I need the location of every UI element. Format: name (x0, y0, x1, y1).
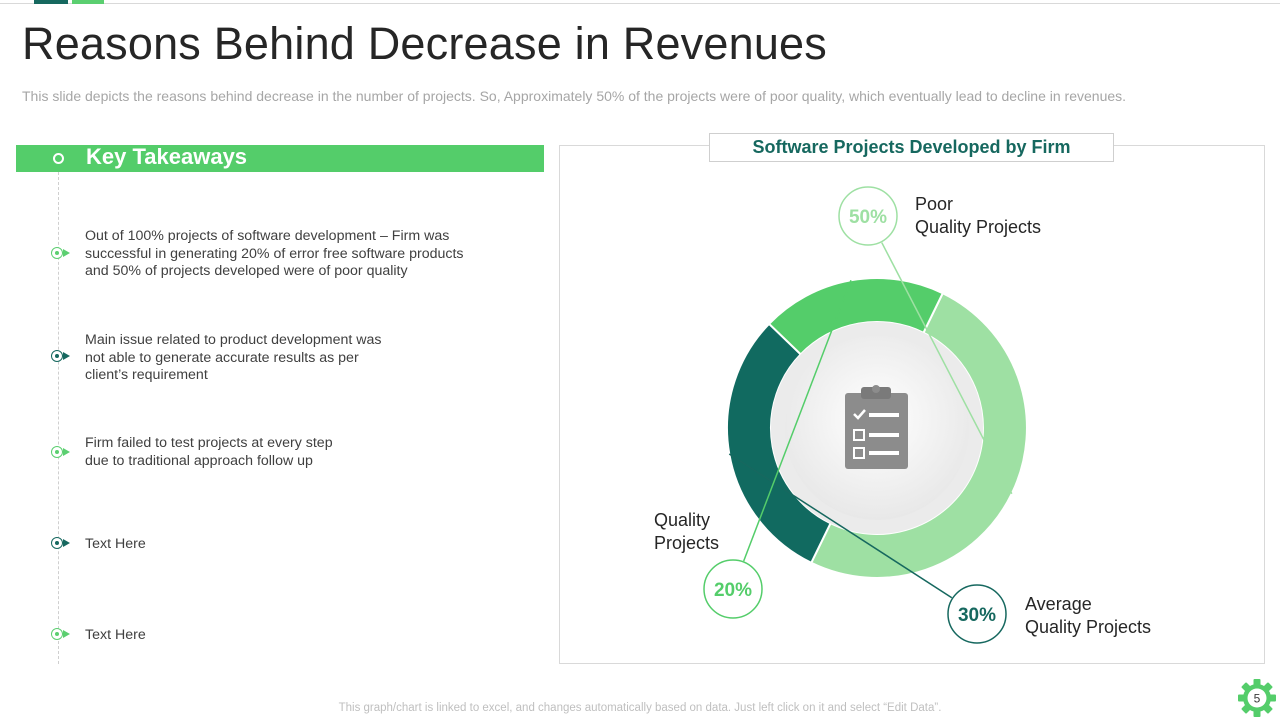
donut-slice (767, 277, 945, 356)
slice-category-label: Quality (654, 510, 710, 530)
takeaway-line: successful in generating 20% of error fr… (85, 245, 464, 262)
page-subtitle: This slide depicts the reasons behind de… (22, 88, 1127, 104)
bullet-arrow-icon (51, 536, 73, 550)
takeaway-item: Firm failed to test projects at every st… (85, 435, 333, 470)
chart-title: Software Projects Developed by Firm (709, 133, 1114, 162)
slice-category-label: Quality Projects (915, 217, 1041, 237)
callout-connector (881, 242, 1013, 495)
bullet-arrow-icon (51, 627, 73, 641)
takeaway-line: Out of 100% projects of software develop… (85, 228, 450, 244)
slice-value-label: 20% (714, 580, 752, 601)
bullet-arrow-icon (51, 246, 73, 260)
takeaway-line: Text Here (85, 627, 146, 643)
slice-category-label: Average (1025, 594, 1092, 614)
page-title: Reasons Behind Decrease in Revenues (22, 18, 827, 69)
bullet-arrow-icon (51, 349, 73, 363)
takeaway-item: Text Here (85, 536, 146, 554)
slice-value-label: 30% (958, 605, 996, 626)
slice-category-label: Quality Projects (1025, 617, 1151, 637)
callout-bubble (703, 559, 763, 619)
slice-category-label: Poor (915, 194, 953, 214)
takeaway-line: and 50% of projects developed were of po… (85, 263, 408, 280)
donut-slice (809, 291, 1028, 579)
gear-icon: 5 (1238, 679, 1276, 717)
page-number: 5 (1254, 692, 1261, 706)
takeaway-line: Text Here (85, 536, 146, 552)
footer-note: This graph/chart is linked to excel, and… (338, 702, 942, 714)
callout-bubble (947, 584, 1007, 644)
bullet-arrow-icon (51, 445, 73, 459)
slice-value-label: 50% (849, 207, 887, 228)
takeaway-item: Main issue related to product developmen… (85, 332, 382, 385)
takeaway-line: client’s requirement (85, 367, 208, 384)
timeline-line (58, 172, 59, 664)
key-takeaways-title: Key Takeaways (86, 144, 248, 169)
takeaway-item: Out of 100% projects of software develop… (85, 228, 464, 281)
takeaway-line: not able to generate accurate results as… (85, 349, 359, 366)
slice-category-label: Projects (654, 533, 719, 553)
callout-connector (743, 280, 852, 562)
takeaway-line: due to traditional approach follow up (85, 452, 313, 469)
key-takeaways-header: Key Takeaways (16, 145, 544, 172)
clipboard-checklist-icon (845, 385, 908, 469)
callout-bubble (838, 186, 898, 246)
top-accent-dark (34, 0, 68, 4)
callout-connector (728, 453, 953, 599)
top-accent-green (72, 0, 104, 4)
takeaway-item: Text Here (85, 627, 146, 645)
circle-icon (53, 153, 64, 164)
top-rule (0, 3, 1280, 4)
takeaway-line: Firm failed to test projects at every st… (85, 435, 333, 451)
takeaway-line: Main issue related to product developmen… (85, 332, 382, 348)
